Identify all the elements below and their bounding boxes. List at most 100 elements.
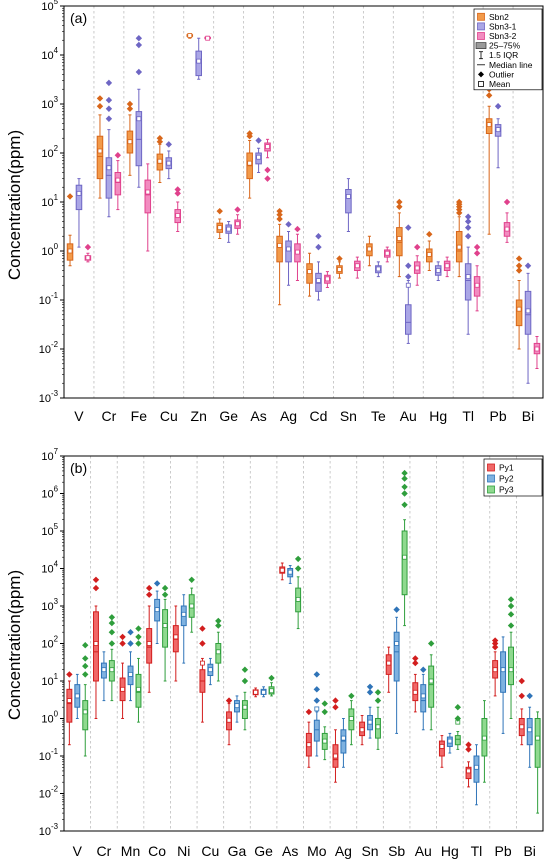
x-category-label: Ge bbox=[219, 408, 238, 424]
box-iqr bbox=[508, 646, 514, 686]
x-category-label: Sn bbox=[340, 408, 357, 424]
legend-label: Outlier bbox=[489, 69, 514, 79]
box-Py2-Ge bbox=[260, 686, 267, 698]
box-Py3-Ga bbox=[241, 666, 249, 731]
legend-item: Py1 bbox=[487, 463, 514, 473]
y-tick-base: 10 bbox=[41, 601, 53, 613]
mean-marker bbox=[226, 226, 232, 232]
box-iqr bbox=[393, 631, 400, 682]
x-category-label: Ge bbox=[254, 843, 273, 859]
y-tick-base: 10 bbox=[39, 826, 51, 838]
y-tick-base: 10 bbox=[39, 344, 51, 356]
mean-marker bbox=[120, 686, 125, 692]
box-Py3-Cr bbox=[108, 614, 116, 702]
y-tick-base: 10 bbox=[39, 393, 51, 405]
mean-marker bbox=[175, 213, 181, 218]
box-Py1-Mn bbox=[119, 633, 126, 719]
mean-marker bbox=[82, 709, 88, 715]
box-Sbn3-1-V bbox=[75, 178, 83, 248]
mean-marker bbox=[428, 678, 434, 684]
box-Py2-Bi bbox=[526, 692, 533, 768]
box-iqr bbox=[428, 665, 435, 708]
mean-marker bbox=[234, 703, 240, 709]
box-Sbn3-2-Fe bbox=[144, 163, 152, 252]
mean-marker bbox=[265, 144, 270, 150]
mean-marker bbox=[396, 236, 402, 241]
y-tick-base: 10 bbox=[41, 50, 53, 62]
outlier-marker bbox=[420, 666, 427, 673]
box-Py2-Pb bbox=[500, 636, 507, 734]
outlier-marker bbox=[255, 137, 262, 144]
y-tick-base: 10 bbox=[41, 526, 53, 538]
legend-item: 25–75% bbox=[475, 41, 521, 51]
mean-marker bbox=[109, 667, 115, 673]
outlier-marker bbox=[507, 596, 515, 603]
y-tick-exponent: 1 bbox=[54, 672, 59, 681]
box-Sbn3-1-Pb bbox=[494, 103, 502, 169]
outlier-marker bbox=[518, 692, 525, 700]
box-Sbn2-Pb bbox=[485, 77, 493, 235]
y-tick-label: 10-1 bbox=[39, 747, 59, 763]
outlier-marker bbox=[464, 224, 472, 231]
x-category-label: Fe bbox=[131, 408, 148, 424]
outlier-marker bbox=[393, 606, 400, 613]
y-tick-exponent: 4 bbox=[54, 46, 59, 55]
y-axis-title: Concentration(ppm) bbox=[5, 130, 24, 280]
y-tick-base: 10 bbox=[39, 295, 51, 307]
box-Py2-Cr bbox=[100, 651, 107, 702]
mean-marker bbox=[106, 165, 112, 171]
outlier-marker bbox=[315, 233, 322, 240]
x-category-label: Mn bbox=[121, 843, 140, 859]
box-Sbn2-Cu bbox=[156, 135, 164, 184]
mean-marker bbox=[187, 33, 193, 38]
x-category-label: Te bbox=[371, 408, 386, 424]
panel-a: 10-310-210-1100101102103104105Concentrat… bbox=[5, 0, 544, 424]
outlier-marker bbox=[105, 79, 113, 87]
y-tick-label: 105 bbox=[41, 522, 58, 538]
y-tick-label: 10-3 bbox=[39, 389, 59, 405]
y-tick-base: 10 bbox=[39, 789, 51, 801]
outlier-marker bbox=[264, 166, 271, 174]
mean-marker bbox=[67, 248, 73, 254]
outlier-marker bbox=[161, 584, 169, 592]
panel-label: (a) bbox=[70, 10, 87, 26]
outlier-marker bbox=[507, 602, 515, 610]
box-Sbn2-Fe bbox=[126, 100, 134, 176]
outlier-marker bbox=[82, 655, 89, 662]
box-Sbn2-Ge bbox=[216, 207, 223, 239]
box-Py2-Tl bbox=[473, 744, 480, 806]
y-tick-base: 10 bbox=[41, 1, 53, 13]
mean-marker bbox=[85, 255, 91, 261]
y-tick-exponent: 5 bbox=[54, 0, 59, 6]
outlier-marker bbox=[332, 704, 339, 711]
mean-marker bbox=[322, 738, 328, 744]
box-Py1-Cr bbox=[92, 576, 100, 719]
y-tick-label: 105 bbox=[41, 0, 58, 13]
outlier-marker bbox=[153, 580, 161, 587]
outlier-marker bbox=[96, 95, 104, 102]
legend-label: Sbn2 bbox=[489, 12, 509, 22]
outlier-marker bbox=[92, 584, 100, 592]
box-Py3-Sn bbox=[374, 689, 382, 750]
outlier-marker bbox=[294, 225, 301, 233]
mean-marker bbox=[414, 265, 420, 271]
outlier-marker bbox=[66, 671, 73, 678]
box-Sbn3-1-Sn bbox=[345, 178, 352, 233]
mean-marker bbox=[256, 154, 261, 160]
outlier-marker bbox=[401, 501, 408, 508]
outlier-marker bbox=[412, 655, 419, 662]
legend-item: Sbn2 bbox=[477, 12, 509, 22]
mean-marker bbox=[247, 160, 253, 166]
mean-marker bbox=[127, 139, 133, 145]
mean-marker bbox=[235, 221, 240, 227]
box-Py1-Au bbox=[412, 655, 419, 713]
mean-marker bbox=[196, 58, 202, 64]
outlier-marker bbox=[234, 206, 241, 213]
outlier-marker bbox=[405, 273, 412, 280]
outlier-marker bbox=[145, 591, 153, 598]
legend-item: Median line bbox=[477, 60, 533, 70]
box-Py3-V bbox=[82, 642, 89, 757]
outlier-marker bbox=[515, 267, 523, 274]
outlier-marker bbox=[524, 262, 532, 269]
outlier-marker bbox=[108, 640, 116, 647]
